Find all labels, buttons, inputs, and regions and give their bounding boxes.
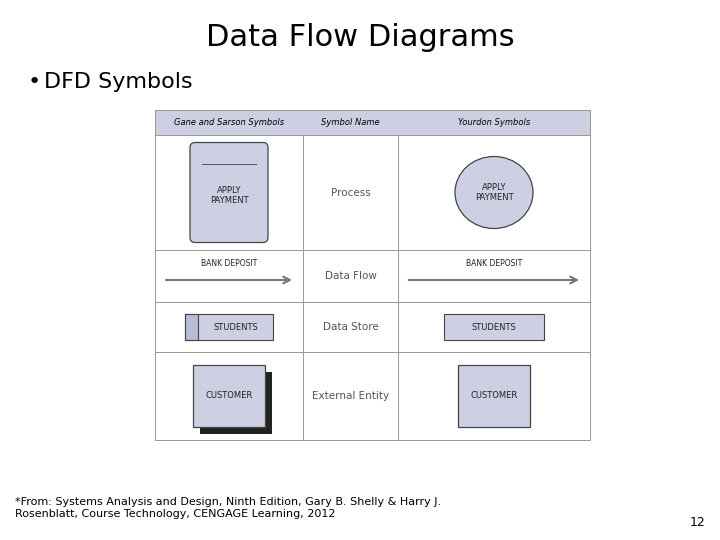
- Text: DFD Symbols: DFD Symbols: [44, 72, 193, 92]
- Text: •: •: [28, 72, 41, 92]
- Text: Symbol Name: Symbol Name: [321, 118, 380, 127]
- FancyBboxPatch shape: [193, 365, 265, 427]
- Text: Gane and Sarson Symbols: Gane and Sarson Symbols: [174, 118, 284, 127]
- Text: Yourdon Symbols: Yourdon Symbols: [458, 118, 530, 127]
- Text: STUDENTS: STUDENTS: [472, 322, 516, 332]
- Text: APPLY
PAYMENT: APPLY PAYMENT: [474, 183, 513, 202]
- Text: Data Store: Data Store: [323, 322, 379, 332]
- FancyBboxPatch shape: [185, 314, 198, 340]
- Text: 12: 12: [689, 516, 705, 529]
- Ellipse shape: [455, 157, 533, 228]
- Text: APPLY
PAYMENT: APPLY PAYMENT: [210, 186, 248, 205]
- Text: CUSTOMER: CUSTOMER: [205, 392, 253, 401]
- Text: External Entity: External Entity: [312, 391, 389, 401]
- Text: CUSTOMER: CUSTOMER: [470, 392, 518, 401]
- FancyBboxPatch shape: [200, 372, 272, 434]
- FancyBboxPatch shape: [185, 314, 273, 340]
- FancyBboxPatch shape: [458, 365, 530, 427]
- Text: Data Flow Diagrams: Data Flow Diagrams: [206, 23, 514, 51]
- Text: STUDENTS: STUDENTS: [213, 322, 258, 332]
- FancyBboxPatch shape: [155, 110, 590, 135]
- Text: BANK DEPOSIT: BANK DEPOSIT: [466, 260, 522, 268]
- Text: BANK DEPOSIT: BANK DEPOSIT: [201, 260, 257, 268]
- FancyBboxPatch shape: [444, 314, 544, 340]
- Text: Data Flow: Data Flow: [325, 271, 377, 281]
- Text: Process: Process: [330, 187, 370, 198]
- FancyBboxPatch shape: [190, 143, 268, 242]
- Text: *From: Systems Analysis and Design, Ninth Edition, Gary B. Shelly & Harry J.
Ros: *From: Systems Analysis and Design, Nint…: [15, 497, 441, 519]
